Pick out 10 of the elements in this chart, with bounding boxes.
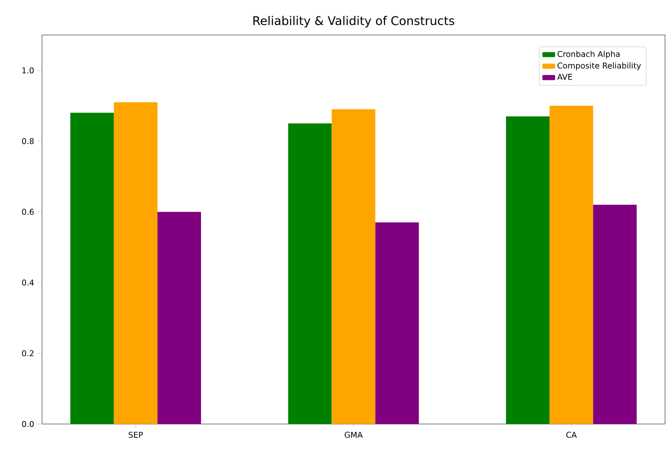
bar [593, 204, 637, 424]
bar [375, 222, 419, 424]
bar [332, 109, 376, 424]
bar [70, 112, 114, 424]
chart-title: Reliability & Validity of Constructs [253, 16, 454, 28]
bar [550, 106, 594, 424]
bar [157, 212, 202, 424]
bar [506, 116, 550, 424]
bar [288, 123, 332, 424]
bar [114, 102, 158, 424]
